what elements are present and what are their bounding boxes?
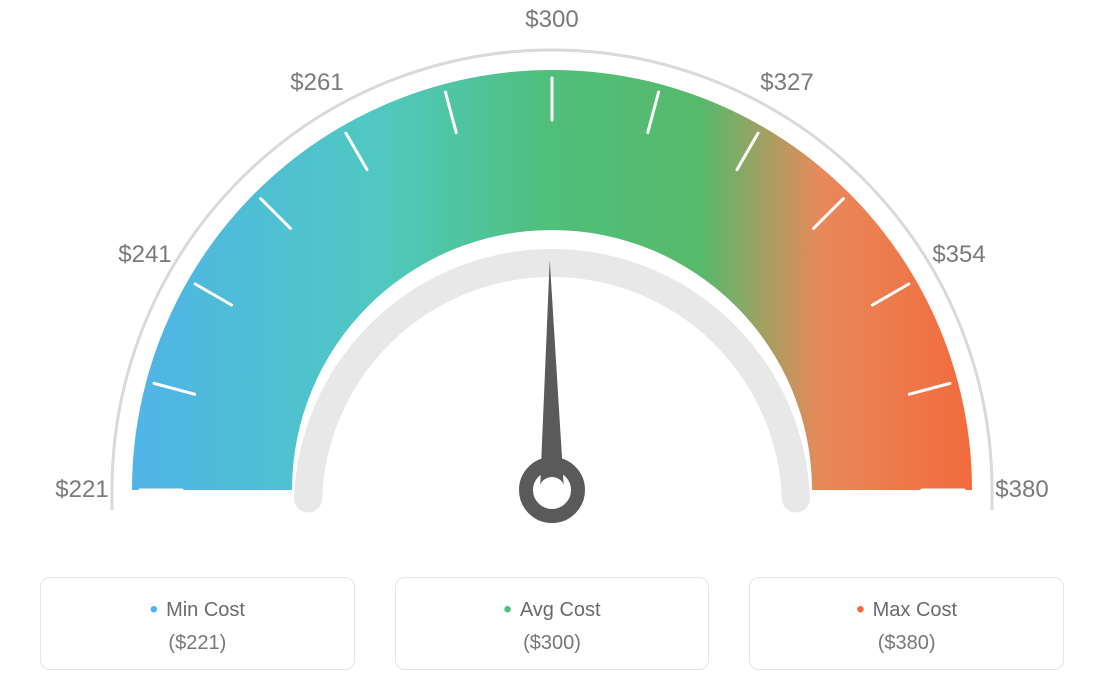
legend-label-min: Min Cost	[51, 596, 344, 624]
gauge-scale-label: $354	[932, 241, 985, 269]
legend-value-min: ($221)	[51, 632, 344, 655]
cost-gauge: $221 $241 $261 $300 $327 $354 $380	[0, 0, 1104, 560]
legend-value-avg: ($300)	[406, 632, 699, 655]
legend-value-max: ($380)	[760, 632, 1053, 655]
legend-card-min: Min Cost ($221)	[40, 577, 355, 670]
gauge-scale-label: $221	[55, 476, 108, 504]
legend-card-max: Max Cost ($380)	[749, 577, 1064, 670]
legend-label-avg: Avg Cost	[406, 596, 699, 624]
legend-card-avg: Avg Cost ($300)	[395, 577, 710, 670]
gauge-scale-label: $241	[118, 241, 171, 269]
gauge-scale-label: $261	[290, 69, 343, 97]
gauge-scale-label: $380	[995, 476, 1048, 504]
legend-label-max: Max Cost	[760, 596, 1053, 624]
gauge-svg	[0, 0, 1104, 560]
legend-row: Min Cost ($221) Avg Cost ($300) Max Cost…	[0, 577, 1104, 670]
gauge-scale-label: $327	[760, 69, 813, 97]
gauge-scale-label: $300	[525, 6, 578, 34]
